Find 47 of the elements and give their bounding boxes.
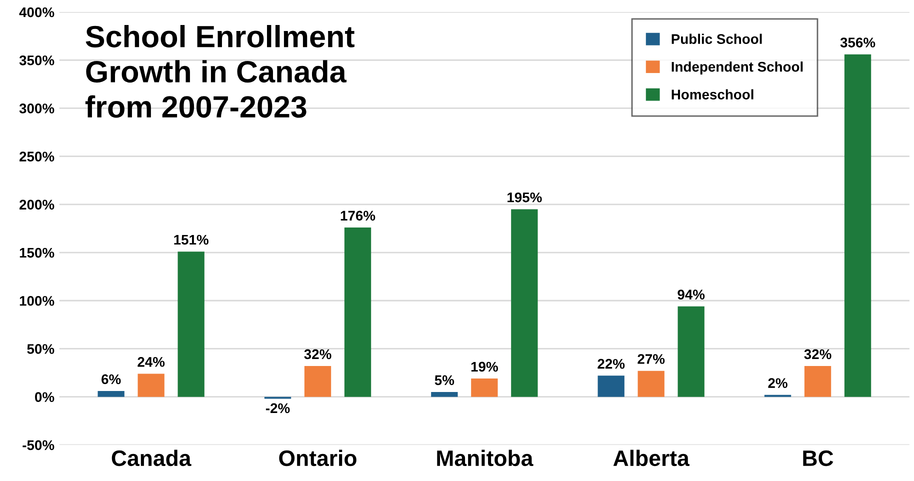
bar: [98, 391, 124, 397]
data-label: 151%: [174, 234, 208, 245]
x-tick-label: Manitoba: [437, 450, 534, 466]
y-tick-label: -50%: [22, 440, 54, 450]
data-label: 27%: [638, 354, 665, 364]
data-label: 176%: [340, 210, 376, 221]
bar: [138, 374, 164, 397]
data-label: 356%: [840, 38, 876, 48]
text: School Enrollment Growth in Canada from 2007-2023: [85, 25, 354, 118]
bar: [511, 209, 538, 397]
data-label: 19%: [471, 362, 498, 372]
bar: [804, 366, 832, 397]
legend-label: Public School: [672, 34, 762, 44]
data-label: 2%: [768, 378, 788, 388]
data-label: 6%: [102, 374, 121, 384]
bar: [598, 376, 624, 397]
bar: [344, 228, 372, 397]
x-tick-label: Ontario: [279, 450, 356, 466]
data-label: 195%: [508, 192, 542, 202]
data-label: 32%: [804, 349, 832, 360]
data-label: -2%: [266, 403, 290, 414]
data-label: 94%: [678, 290, 705, 300]
bar: [638, 370, 664, 397]
data-label: 22%: [598, 358, 625, 369]
data-label: 5%: [434, 375, 454, 386]
y-tick-label: 200%: [20, 200, 54, 210]
bar: [471, 378, 498, 397]
y-tick-label: 250%: [20, 152, 54, 162]
legend-label: Independent School: [672, 62, 803, 74]
bar: [304, 366, 332, 397]
bar: [178, 252, 204, 397]
x-tick-label: Canada: [112, 450, 192, 466]
data-label: 32%: [304, 349, 332, 360]
y-tick-label: 300%: [19, 104, 54, 114]
y-tick-label: 150%: [20, 248, 54, 258]
y-tick-label: 350%: [19, 55, 54, 66]
legend-label: Homeschool: [672, 89, 754, 100]
y-tick-label: 100%: [20, 296, 54, 306]
bar: [431, 392, 458, 397]
y-tick-label: 0%: [35, 392, 54, 402]
y-tick-label: 400%: [19, 7, 54, 18]
x-tick-label: Alberta: [613, 450, 690, 466]
bar: [678, 306, 704, 397]
bar: [844, 54, 872, 397]
y-tick-label: 50%: [27, 344, 54, 354]
data-label: 24%: [138, 356, 165, 367]
x-tick-label: BC: [803, 450, 834, 466]
